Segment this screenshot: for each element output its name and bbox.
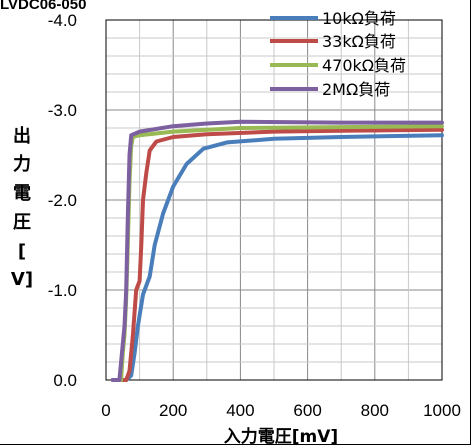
x-axis-ticks: 0 200 400 600 800 1000 — [101, 401, 461, 420]
x-tick-label: 200 — [159, 401, 187, 420]
x-tick-label: 0 — [101, 401, 110, 420]
y-axis-title-char: 圧 — [13, 212, 31, 233]
x-axis-title: 入力電圧[mV] — [224, 426, 338, 445]
x-tick-label: 600 — [293, 401, 321, 420]
y-axis-ticks: 0.0 -1.0 -2.0 -3.0 -4.0 — [48, 11, 77, 390]
legend-label: 470kΩ負荷 — [322, 56, 406, 75]
x-tick-label: 1000 — [423, 401, 461, 420]
y-tick-label: -4.0 — [48, 11, 77, 30]
series-line-2 — [110, 127, 444, 382]
series-layer — [110, 119, 444, 382]
legend-label: 10kΩ負荷 — [322, 9, 396, 28]
y-axis-title-char: 電 — [13, 183, 31, 204]
y-axis-title-char: 出 — [13, 125, 31, 147]
x-tick-label: 800 — [361, 401, 389, 420]
grid-lines — [106, 19, 442, 380]
legend: 10kΩ負荷 33kΩ負荷 470kΩ負荷 2MΩ負荷 — [270, 9, 406, 99]
y-tick-label: 0.0 — [53, 371, 77, 390]
y-axis-title-char: 力 — [13, 154, 31, 175]
legend-label: 2MΩ負荷 — [322, 80, 390, 99]
legend-label: 33kΩ負荷 — [322, 32, 396, 51]
y-tick-label: -1.0 — [48, 281, 77, 300]
series-line-4 — [110, 119, 444, 382]
series-line-1 — [110, 133, 444, 382]
y-tick-label: -3.0 — [48, 101, 77, 120]
y-tick-label: -2.0 — [48, 191, 77, 210]
y-axis-title-char: [ — [18, 241, 26, 262]
header-fragment: LVDC06-050 — [0, 0, 86, 13]
y-axis-title-char: V] — [11, 269, 33, 290]
x-tick-label: 400 — [226, 401, 254, 420]
